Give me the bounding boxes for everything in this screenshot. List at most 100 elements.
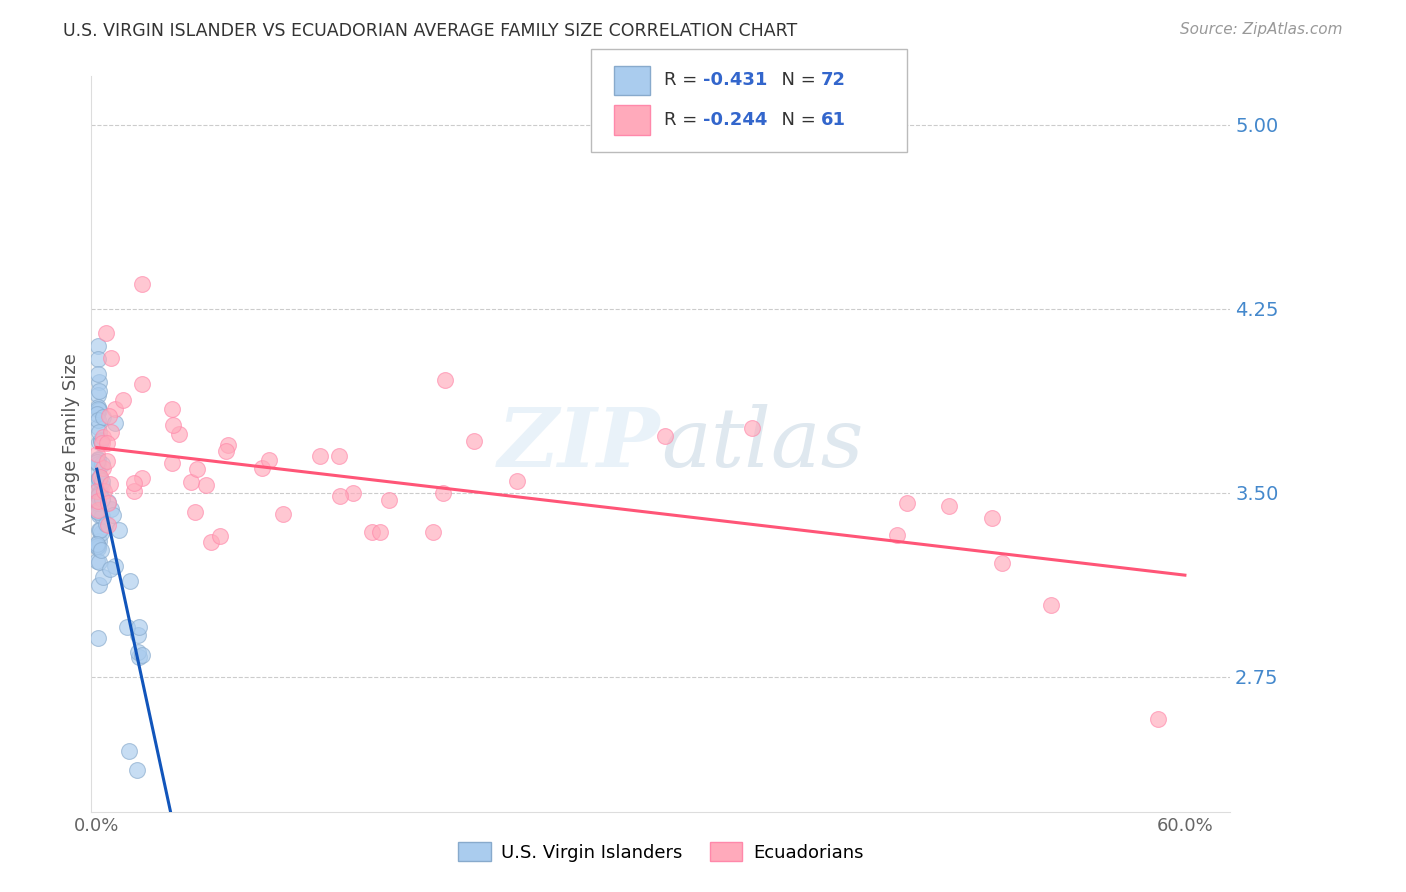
- Point: [87, 434, 110, 449]
- Point: [97, 517, 120, 532]
- Point: [309, 449, 332, 463]
- Point: [90, 436, 112, 450]
- Point: [86, 413, 108, 427]
- Point: [131, 277, 153, 292]
- Point: [127, 645, 149, 659]
- Point: [86, 554, 108, 568]
- Point: [89, 524, 111, 538]
- Point: [194, 478, 217, 492]
- Point: [89, 500, 111, 515]
- Point: [329, 489, 352, 503]
- Point: [86, 537, 108, 551]
- Point: [378, 493, 401, 508]
- Point: [91, 410, 114, 425]
- Point: [127, 628, 149, 642]
- Text: atlas: atlas: [661, 404, 863, 483]
- Point: [87, 457, 110, 471]
- Point: [162, 417, 184, 432]
- Point: [98, 476, 121, 491]
- Point: [250, 460, 273, 475]
- Point: [87, 453, 110, 467]
- Point: [91, 570, 114, 584]
- Point: [328, 449, 350, 463]
- Point: [100, 351, 122, 365]
- Point: [87, 403, 110, 417]
- Point: [91, 474, 114, 488]
- Point: [342, 486, 364, 500]
- Point: [87, 425, 110, 439]
- Point: [87, 471, 110, 485]
- Point: [506, 474, 529, 488]
- Point: [87, 472, 110, 486]
- Y-axis label: Average Family Size: Average Family Size: [62, 353, 80, 534]
- Point: [86, 351, 108, 366]
- Point: [87, 476, 110, 491]
- Point: [654, 429, 676, 443]
- Point: [87, 631, 110, 645]
- Text: N =: N =: [770, 111, 823, 128]
- Point: [1146, 712, 1168, 726]
- Point: [209, 529, 232, 543]
- Point: [101, 508, 124, 523]
- Point: [432, 486, 454, 500]
- Point: [93, 484, 115, 499]
- Point: [89, 555, 111, 569]
- Point: [118, 743, 141, 757]
- Text: 61: 61: [821, 111, 846, 128]
- Point: [87, 465, 110, 479]
- Point: [896, 496, 918, 510]
- Text: R =: R =: [664, 71, 703, 89]
- Point: [118, 574, 141, 589]
- Point: [100, 425, 122, 440]
- Point: [361, 524, 384, 539]
- Point: [87, 496, 110, 510]
- Text: -0.244: -0.244: [703, 111, 768, 128]
- Point: [741, 421, 763, 435]
- Point: [97, 495, 120, 509]
- Point: [86, 407, 108, 421]
- Point: [87, 505, 110, 519]
- Point: [86, 494, 108, 508]
- Point: [180, 475, 202, 489]
- Point: [90, 479, 112, 493]
- Point: [87, 452, 110, 467]
- Point: [200, 534, 222, 549]
- Text: Source: ZipAtlas.com: Source: ZipAtlas.com: [1180, 22, 1343, 37]
- Point: [100, 502, 122, 516]
- Point: [104, 416, 127, 430]
- Point: [90, 525, 112, 540]
- Point: [89, 508, 111, 522]
- Point: [107, 523, 129, 537]
- Point: [91, 508, 114, 523]
- Point: [128, 650, 150, 665]
- Point: [90, 457, 112, 471]
- Point: [87, 384, 110, 398]
- Point: [96, 436, 118, 450]
- Point: [169, 426, 191, 441]
- Point: [111, 392, 134, 407]
- Point: [89, 486, 111, 500]
- Point: [131, 471, 153, 485]
- Point: [90, 543, 112, 558]
- Point: [87, 376, 110, 390]
- Point: [217, 438, 239, 452]
- Point: [90, 434, 112, 448]
- Point: [162, 402, 184, 417]
- Point: [86, 483, 108, 498]
- Point: [131, 377, 153, 392]
- Point: [97, 409, 120, 423]
- Point: [91, 461, 114, 475]
- Point: [90, 434, 112, 448]
- Point: [124, 483, 146, 498]
- Text: U.S. VIRGIN ISLANDER VS ECUADORIAN AVERAGE FAMILY SIZE CORRELATION CHART: U.S. VIRGIN ISLANDER VS ECUADORIAN AVERA…: [63, 22, 797, 40]
- Point: [422, 525, 444, 540]
- Point: [87, 578, 110, 592]
- Point: [980, 511, 1002, 525]
- Point: [89, 481, 111, 495]
- Point: [991, 556, 1014, 570]
- Point: [86, 339, 108, 353]
- Point: [86, 502, 108, 516]
- Point: [94, 517, 117, 532]
- Point: [215, 443, 238, 458]
- Legend: U.S. Virgin Islanders, Ecuadorians: U.S. Virgin Islanders, Ecuadorians: [451, 835, 870, 869]
